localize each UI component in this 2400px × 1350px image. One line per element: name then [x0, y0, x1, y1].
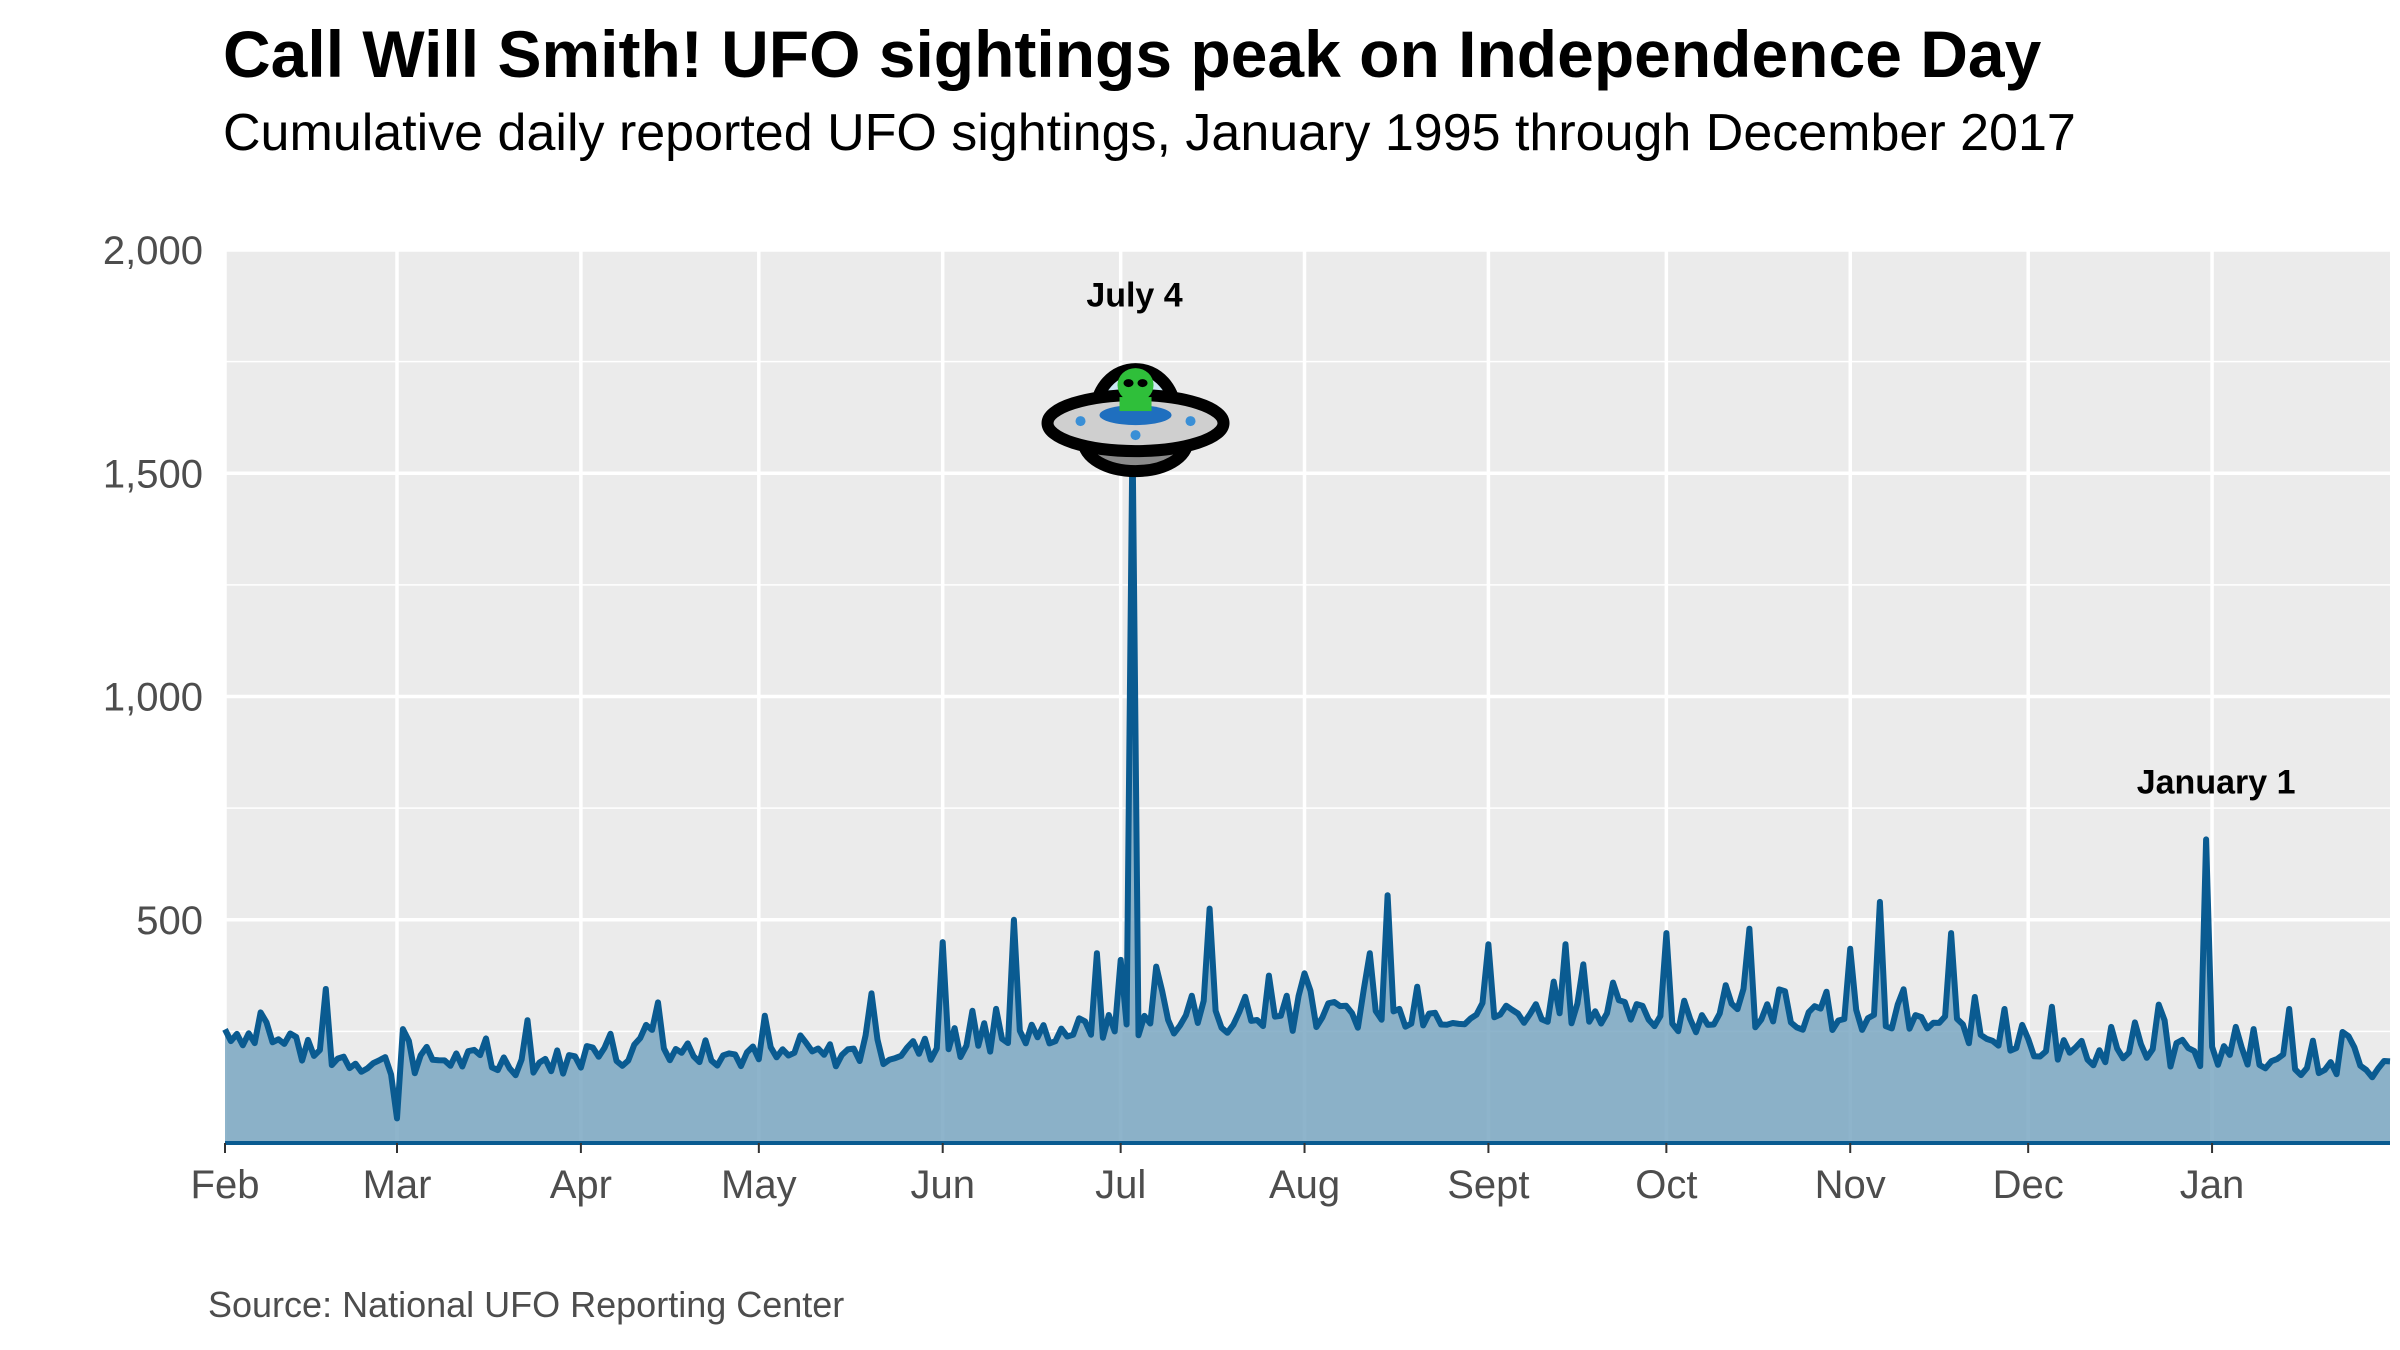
chart-title: Call Will Smith! UFO sightings peak on I…: [223, 17, 2042, 91]
alien-eye: [1123, 379, 1134, 388]
x-tick-label: Apr: [550, 1163, 612, 1207]
x-tick-label: Oct: [1635, 1163, 1697, 1207]
ufo-light: [1075, 416, 1086, 427]
annotation-label: January 1: [2137, 763, 2296, 801]
annotations: July 4 January 1: [1041, 277, 2296, 801]
ufo-ring: [1099, 405, 1172, 426]
alien-body: [1119, 397, 1152, 412]
y-tick-label: 500: [136, 899, 203, 943]
chart-subtitle: Cumulative daily reported UFO sightings,…: [223, 104, 2076, 162]
ufo-icon: [1041, 363, 1230, 478]
y-tick-label: 2,000: [103, 229, 203, 273]
x-tick-label: Aug: [1269, 1163, 1340, 1207]
ufo-light: [1130, 430, 1141, 441]
series-area: [225, 433, 2390, 1144]
ufo-light: [1185, 416, 1196, 427]
x-tick-label: Jun: [910, 1163, 975, 1207]
annotation-label: July 4: [1086, 277, 1182, 315]
x-tick-label: Nov: [1815, 1163, 1886, 1207]
x-tick-label: Sept: [1447, 1163, 1529, 1207]
alien-eye: [1137, 379, 1148, 388]
x-tick-label: Mar: [363, 1163, 432, 1207]
y-axis-ticks: 2,000 1,500 1,000 500: [103, 229, 203, 943]
x-tick-label: Feb: [191, 1163, 260, 1207]
x-tick-label: Jul: [1095, 1163, 1146, 1207]
x-tick-label: Dec: [1993, 1163, 2064, 1207]
x-tick-label: Jan: [2180, 1163, 2245, 1207]
x-axis-ticks: Feb Mar Apr May Jun Jul Aug Sept Oct Nov Dec Jan: [191, 1143, 2245, 1207]
y-tick-label: 1,500: [103, 452, 203, 496]
y-tick-label: 1,000: [103, 676, 203, 720]
series-line: [222, 430, 2391, 1122]
chart-caption: Source: National UFO Reporting Center: [208, 1284, 845, 1325]
x-tick-label: May: [721, 1163, 797, 1207]
alien-head: [1117, 368, 1154, 403]
